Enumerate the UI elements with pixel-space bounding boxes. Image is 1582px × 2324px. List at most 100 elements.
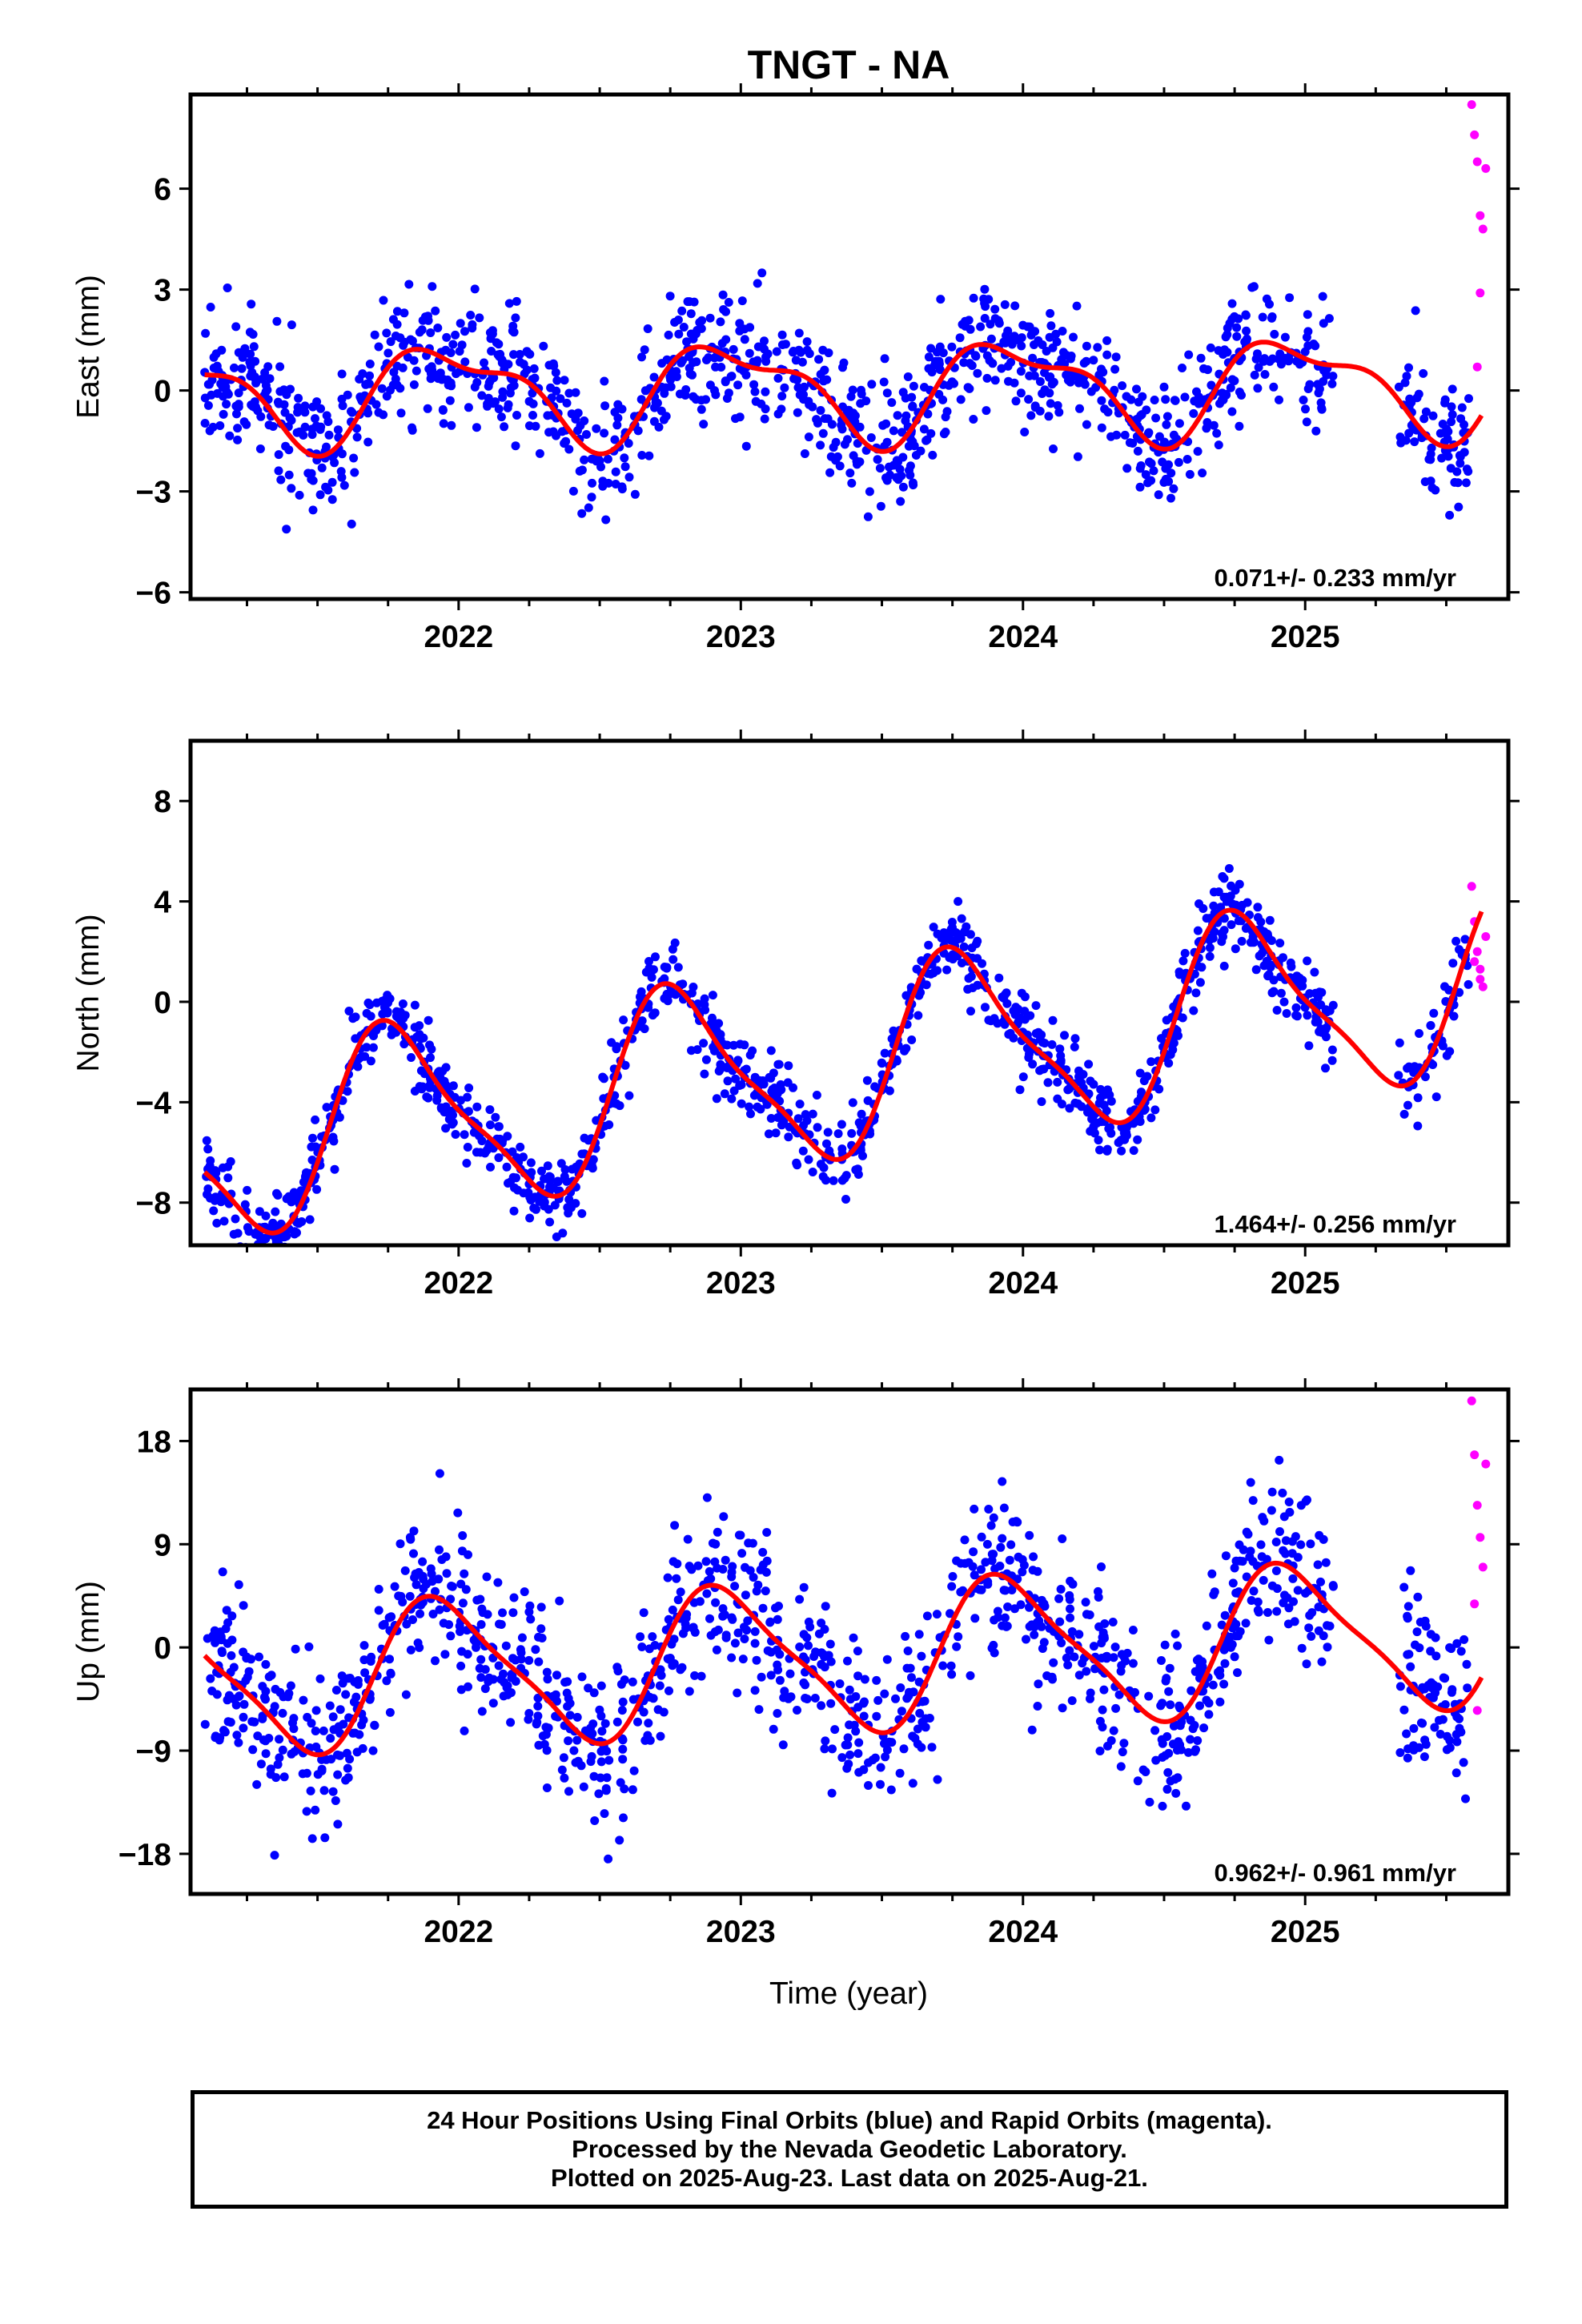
up-final-point <box>896 1683 905 1692</box>
north-final-point <box>1009 1033 1018 1043</box>
up-final-point <box>1460 1634 1469 1644</box>
up-final-point <box>1025 1530 1034 1540</box>
up-final-point <box>1435 1730 1445 1739</box>
up-final-point <box>914 1630 924 1639</box>
east-final-point <box>674 329 684 339</box>
north-final-point <box>1460 935 1470 944</box>
north-final-point <box>722 1040 732 1050</box>
up-final-point <box>418 1557 428 1566</box>
north-final-point <box>1078 1070 1088 1080</box>
north-final-point <box>870 1082 880 1092</box>
north-final-point <box>508 1147 517 1156</box>
north-final-point <box>1065 1104 1074 1113</box>
up-final-point <box>442 1569 452 1578</box>
up-final-point <box>543 1675 552 1684</box>
east-final-point <box>1262 294 1271 304</box>
up-final-point <box>343 1773 353 1783</box>
up-final-point <box>793 1706 801 1715</box>
north-final-point <box>1310 967 1319 977</box>
up-final-point <box>206 1674 215 1683</box>
east-final-point <box>489 373 499 383</box>
east-final-point <box>726 372 736 381</box>
north-final-point <box>777 1120 786 1130</box>
east-final-point <box>327 477 337 487</box>
up-final-point <box>385 1707 395 1717</box>
up-final-point <box>1186 1715 1195 1725</box>
north-final-point <box>525 1213 535 1223</box>
east-final-point <box>630 489 640 499</box>
up-final-point <box>676 1587 685 1597</box>
up-frame <box>188 1387 1511 1896</box>
east-final-point <box>947 377 957 387</box>
east-final-point <box>934 359 944 368</box>
up-final-point <box>1066 1613 1074 1622</box>
north-final-point <box>769 1084 779 1092</box>
north-final-point <box>1146 1113 1156 1123</box>
up-final-point <box>1108 1618 1118 1626</box>
north-final-point <box>1253 903 1263 912</box>
up-final-point <box>653 1705 663 1715</box>
north-final-point <box>753 1102 762 1112</box>
east-final-point <box>451 330 460 340</box>
north-final-point <box>369 1031 378 1040</box>
north-final-point <box>1102 1146 1112 1156</box>
north-final-point <box>1020 1007 1030 1016</box>
east-final-point <box>255 444 265 453</box>
up-final-point <box>503 1681 512 1691</box>
east-final-point <box>990 376 1000 385</box>
north-final-point <box>1096 1084 1106 1094</box>
north-final-point <box>287 1197 296 1207</box>
up-final-point <box>1025 1602 1034 1612</box>
east-final-point <box>1221 332 1231 342</box>
up-final-point <box>359 1655 369 1665</box>
north-final-point <box>913 1011 923 1020</box>
up-final-point <box>885 1737 894 1747</box>
east-y-tick-label: −3 <box>136 476 171 510</box>
east-final-point <box>1193 447 1203 456</box>
east-final-point <box>1267 313 1276 323</box>
east-final-point <box>677 306 687 316</box>
east-final-point <box>745 348 754 358</box>
up-y-tick-label: 0 <box>154 1631 171 1666</box>
north-final-point <box>644 957 653 966</box>
east-final-point <box>1260 370 1270 379</box>
up-final-point <box>1258 1513 1267 1522</box>
north-final-point <box>829 1176 838 1185</box>
up-final-point <box>1174 1737 1183 1747</box>
up-final-point <box>1204 1699 1214 1708</box>
north-y-tick-label: 8 <box>154 785 171 819</box>
east-final-point <box>567 409 576 419</box>
north-final-point <box>1191 988 1201 998</box>
north-final-point <box>417 1084 427 1094</box>
north-final-point <box>265 1252 274 1261</box>
north-final-point <box>1303 956 1312 966</box>
up-final-point <box>853 1647 862 1656</box>
up-final-point <box>1281 1549 1291 1558</box>
up-final-point <box>672 1574 681 1583</box>
up-final-point <box>876 1763 885 1772</box>
up-final-point <box>320 1833 330 1843</box>
east-final-point <box>598 481 608 491</box>
north-final-point <box>1265 915 1275 925</box>
up-final-point <box>1144 1691 1154 1701</box>
north-final-point <box>833 1129 843 1139</box>
up-final-point <box>845 1685 854 1695</box>
north-final-point <box>1267 988 1277 998</box>
east-final-point <box>665 292 675 301</box>
up-final-point <box>590 1816 600 1825</box>
north-final-point <box>424 1015 433 1025</box>
east-final-point <box>907 392 917 402</box>
up-final-point <box>986 1521 996 1530</box>
east-final-point <box>682 337 692 347</box>
up-final-point <box>508 1654 517 1663</box>
up-final-point <box>569 1746 579 1755</box>
east-final-point <box>1254 363 1263 372</box>
up-final-point <box>1272 1606 1282 1616</box>
up-final-point <box>1217 1620 1227 1630</box>
north-final-point <box>956 934 966 943</box>
up-final-point <box>730 1638 740 1648</box>
up-final-point <box>405 1533 415 1542</box>
north-final-point <box>1272 1006 1282 1015</box>
east-final-point <box>544 360 554 370</box>
up-final-point <box>357 1720 367 1730</box>
